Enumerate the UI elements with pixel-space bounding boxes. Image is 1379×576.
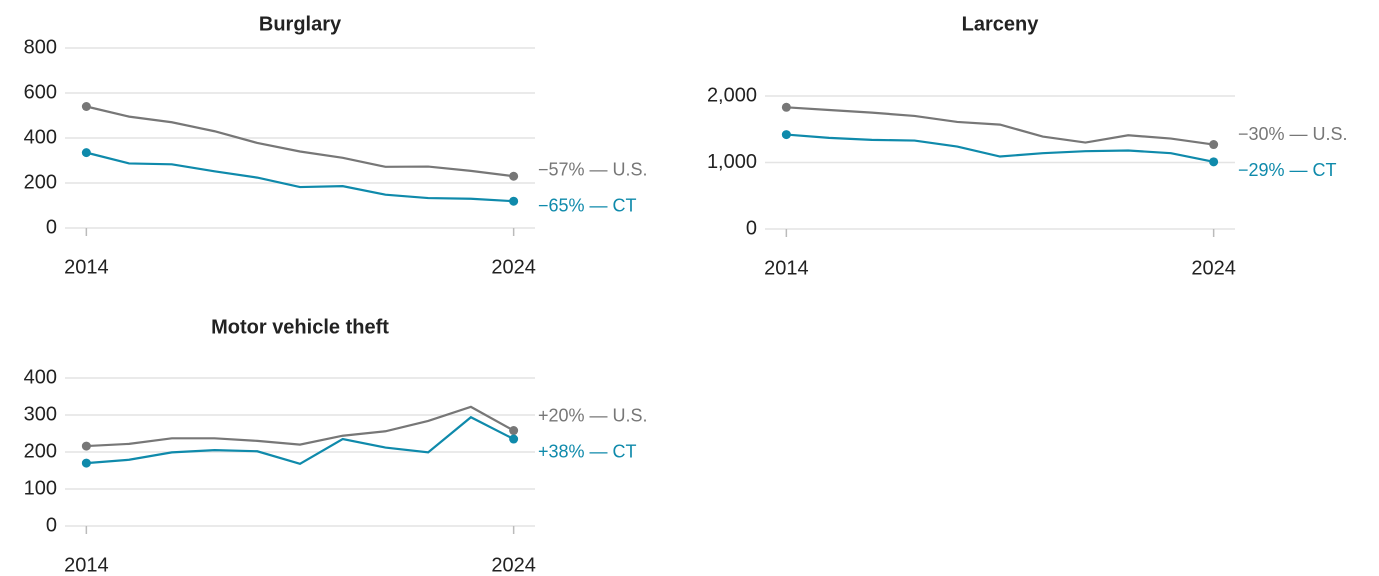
series-end-label: +20% — U.S. <box>538 406 648 426</box>
chart-title: Motor vehicle theft <box>211 316 389 338</box>
end-point <box>81 102 91 111</box>
y-tick-label: 0 <box>746 217 757 239</box>
y-tick-label: 300 <box>24 403 57 425</box>
end-point <box>509 426 519 436</box>
x-tick-label: 2024 <box>491 256 536 278</box>
x-tick-label: 2024 <box>491 554 536 576</box>
series-line <box>86 151 514 203</box>
end-point <box>509 434 519 444</box>
series-line <box>86 415 515 466</box>
x-tick-label: 2014 <box>64 256 109 278</box>
y-tick-label: 0 <box>46 514 57 536</box>
series-end-label: −57% — U.S. <box>538 159 648 179</box>
series-end-label: −30% — U.S. <box>1238 124 1348 144</box>
y-tick-label: 600 <box>24 81 57 103</box>
series-line <box>86 105 514 178</box>
series-line <box>86 405 515 448</box>
series-line <box>786 133 1214 163</box>
end-point <box>1209 140 1219 150</box>
end-point <box>509 196 519 206</box>
chart-title: Burglary <box>259 13 342 35</box>
y-tick-label: 200 <box>24 440 57 462</box>
end-point <box>81 458 91 468</box>
x-tick-label: 2014 <box>64 554 109 576</box>
end-point <box>81 148 91 158</box>
end-point <box>1209 157 1219 167</box>
end-point <box>509 171 519 181</box>
y-tick-label: 400 <box>24 126 57 148</box>
y-tick-label: 400 <box>24 366 57 388</box>
series-line <box>786 106 1214 146</box>
x-tick-label: 2014 <box>764 257 809 279</box>
end-point <box>81 441 91 451</box>
y-tick-label: 2,000 <box>707 84 757 106</box>
y-tick-label: 800 <box>24 36 57 58</box>
chart-title: Larceny <box>962 13 1040 35</box>
series-end-label: −29% — CT <box>1238 160 1337 180</box>
series-end-label: −65% — CT <box>538 195 637 215</box>
end-point <box>781 130 791 140</box>
y-tick-label: 100 <box>24 477 57 499</box>
y-tick-label: 200 <box>24 171 57 193</box>
end-point <box>781 102 791 112</box>
series-end-label: +38% — CT <box>538 442 637 462</box>
y-tick-label: 0 <box>46 216 57 238</box>
x-tick-label: 2024 <box>1191 257 1236 279</box>
y-tick-label: 1,000 <box>707 151 757 173</box>
